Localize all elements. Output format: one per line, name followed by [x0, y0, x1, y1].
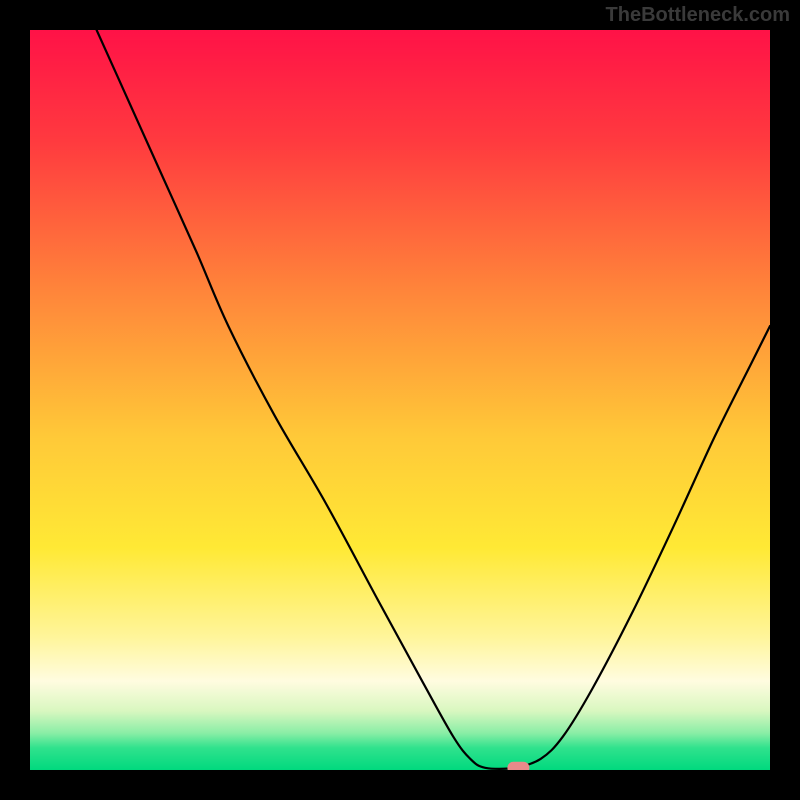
- plot-area: [30, 30, 770, 770]
- chart-container: TheBottleneck.com: [0, 0, 800, 800]
- watermark-label: TheBottleneck.com: [606, 4, 790, 27]
- chart-background: [30, 30, 770, 770]
- optimal-marker: [507, 762, 529, 770]
- bottleneck-chart: [30, 30, 770, 770]
